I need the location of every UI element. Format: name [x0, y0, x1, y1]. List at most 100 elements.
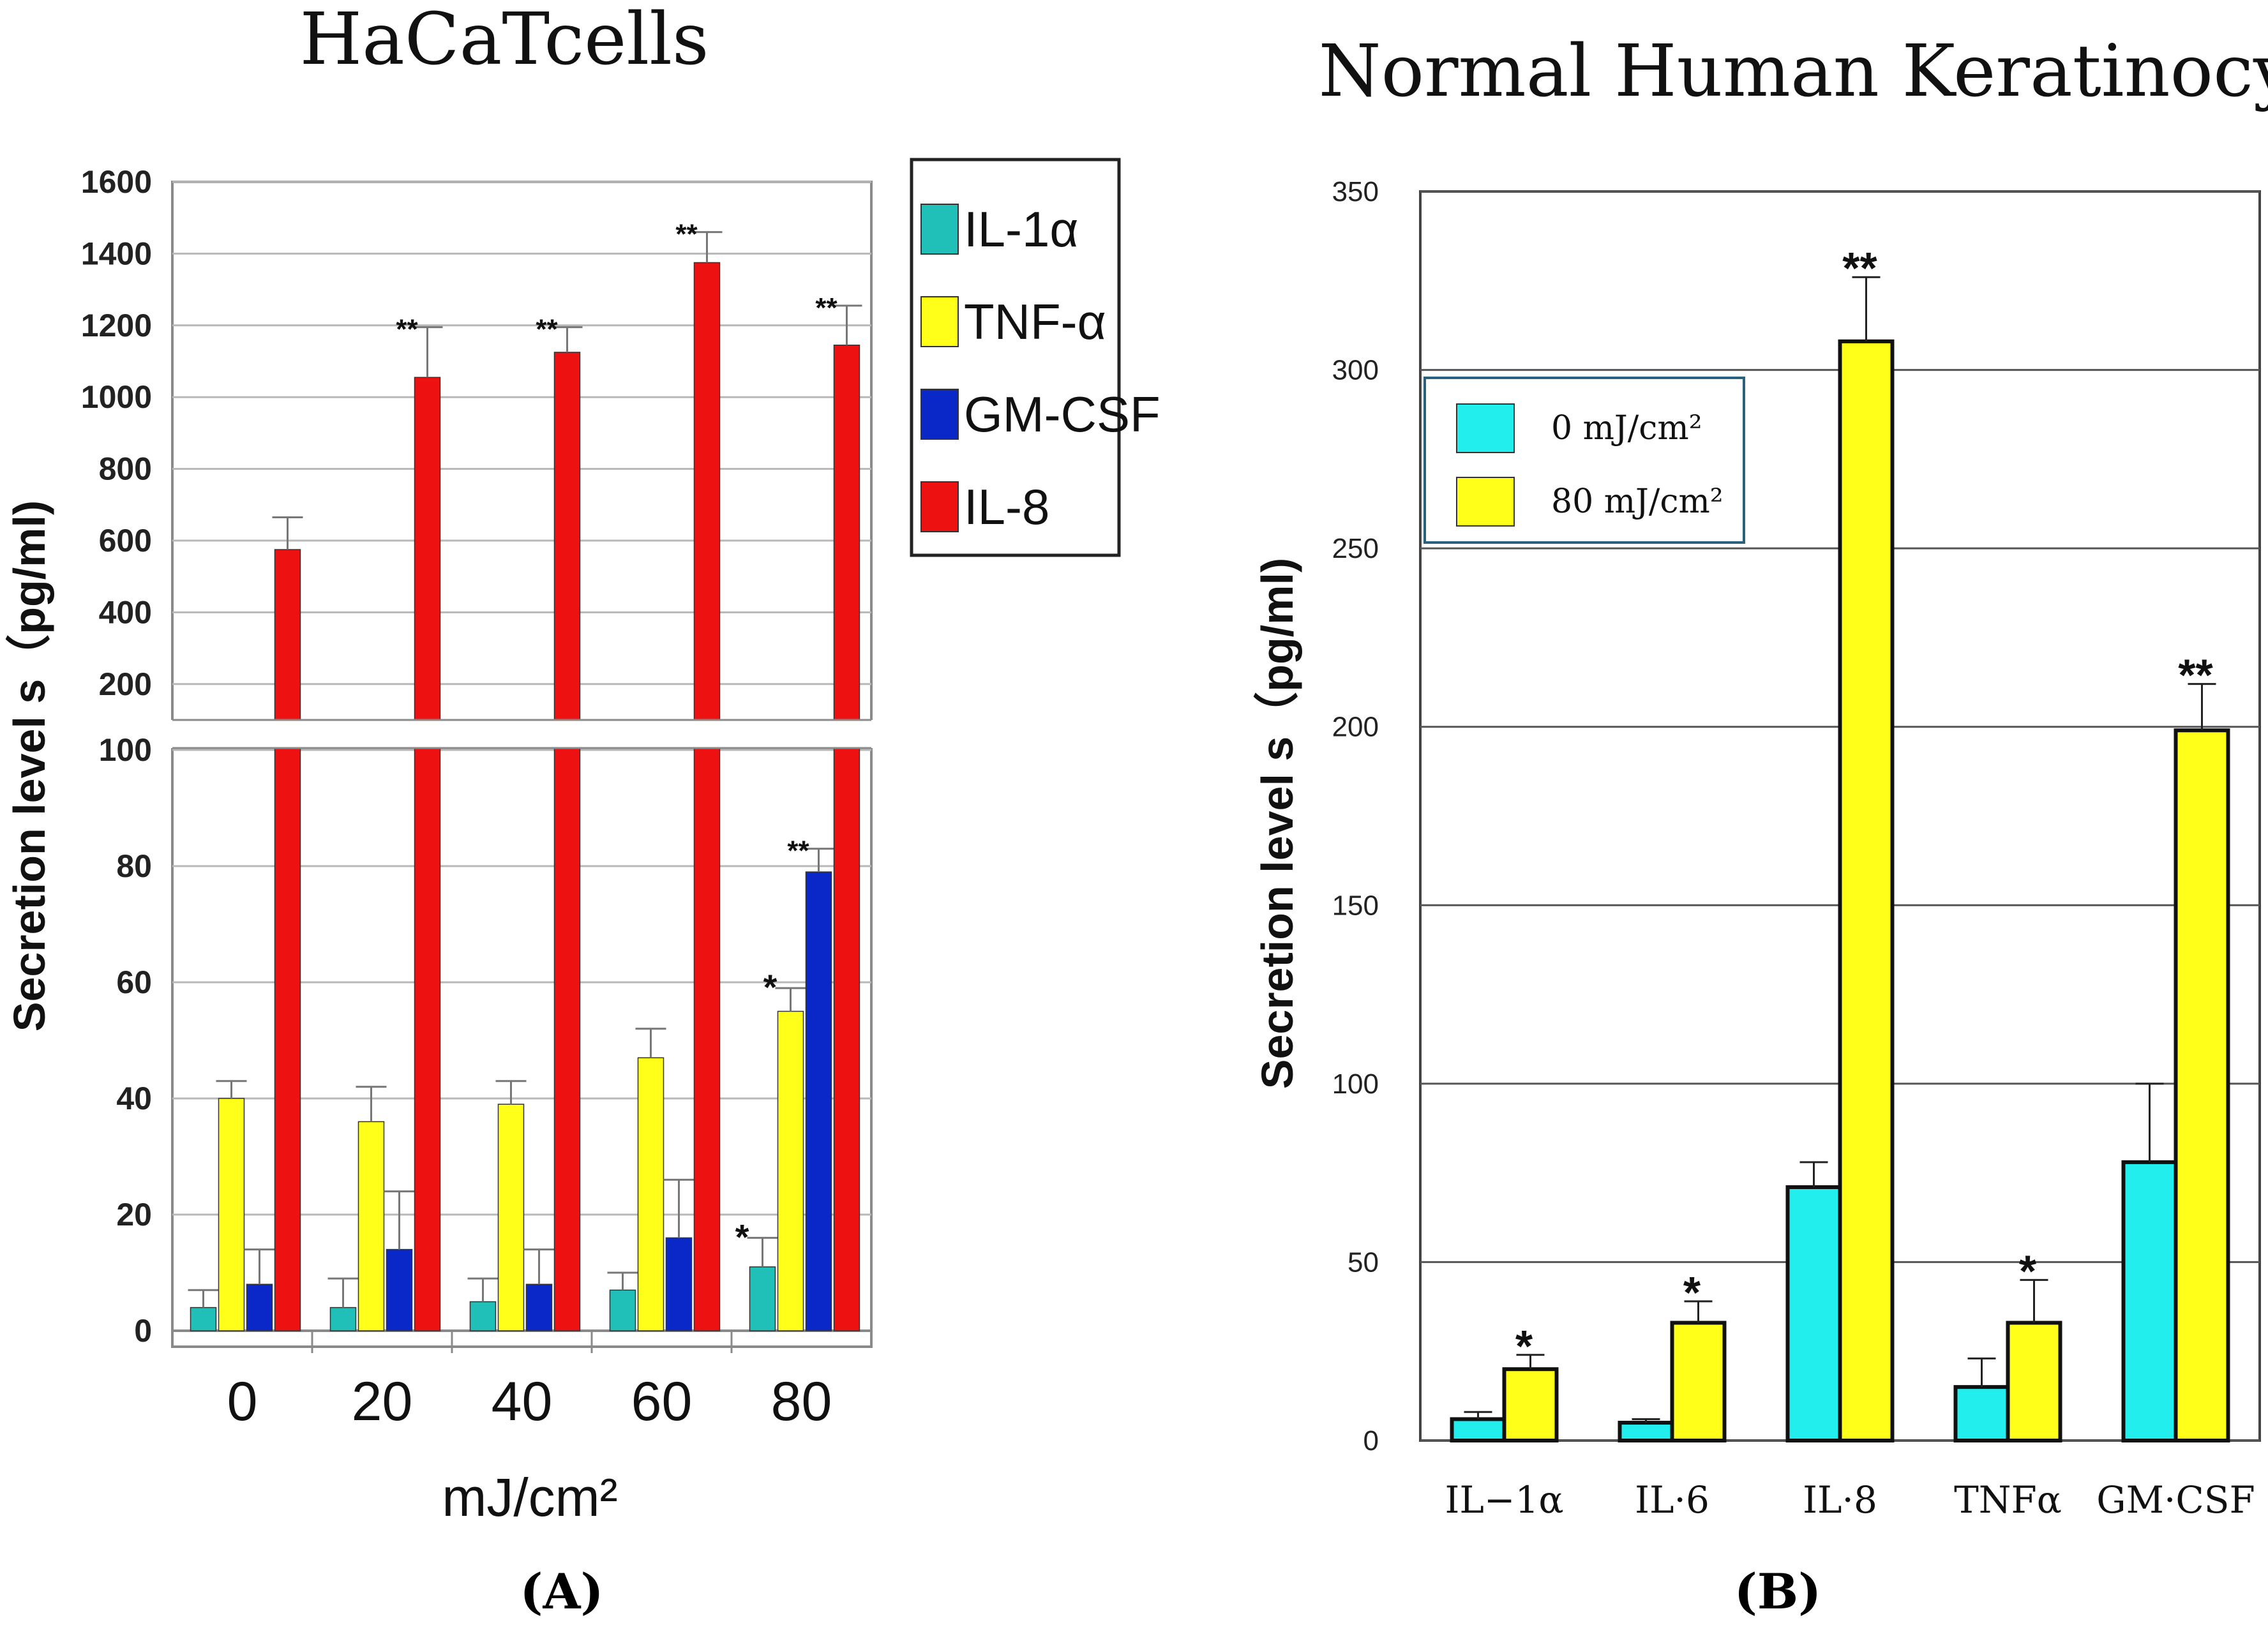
panel-a-bar-gm-csf	[665, 1237, 693, 1331]
panel-b-bar-80-mj	[1670, 1321, 1727, 1443]
panel-a-bar-il-8	[693, 262, 721, 1331]
panel-b-y-tick-label: 250	[1332, 533, 1379, 564]
panel-b-legend-swatch	[1456, 477, 1515, 527]
panel-b-significance-marker: *	[1515, 1321, 1533, 1371]
panel-a-x-tick-label: 20	[352, 1371, 413, 1432]
panel-a-significance-marker: **	[787, 835, 809, 867]
panel-a-bar-tnf-	[637, 1057, 665, 1331]
panel-a-significance-marker: **	[396, 314, 418, 345]
panel-b-significance-marker: **	[2178, 650, 2213, 700]
panel-a-y-tick-label: 60	[116, 964, 152, 1000]
panel-b-bar-0-mj	[1618, 1421, 1674, 1443]
panel-b-legend-label: 80 mJ/cm²	[1551, 483, 1724, 521]
panel-a-bar-gm-csf	[525, 1284, 553, 1331]
panel-a-label: (A)	[520, 1563, 604, 1620]
panel-b-y-ticks: 0 50 100 150 200 250 300 350	[1332, 176, 1379, 1457]
panel-b-title: Normal Human Keratinocyte	[1319, 30, 2268, 113]
panel-a-bar-il-8	[553, 352, 581, 1331]
panel-a-bar-il-8	[414, 377, 441, 1331]
panel-b-bars	[1450, 276, 2230, 1443]
panel-a-bar-il-8	[833, 344, 860, 1331]
panel-a-bar-tnf-	[218, 1098, 245, 1331]
panel-a-y-tick-label: 100	[99, 732, 152, 768]
panel-a-significance-marker: **	[675, 219, 698, 250]
panel-b-bar-80-mj	[2174, 728, 2230, 1442]
panel-b-significance: *******	[1515, 243, 2214, 1371]
panel-a-axis-break	[169, 720, 878, 748]
panel-b-significance-marker: *	[2019, 1246, 2037, 1296]
panel-b-y-tick-label: 150	[1332, 890, 1379, 921]
panel-a-y-tick-label: 1400	[81, 236, 152, 271]
panel-a-significance-marker: *	[763, 967, 777, 1007]
panel-a-bar-il-8	[274, 549, 301, 1331]
panel-b-x-tick-label: GM·CSF	[2096, 1478, 2255, 1522]
panel-b-bar-80-mj	[1838, 339, 1895, 1443]
panel-a-y-axis-label: Secretion level s（pg/ml)	[4, 500, 54, 1031]
panel-a-chart: HaCaTcells 02040608010020040060080010001…	[4, 0, 1160, 1620]
panel-b-chart: Normal Human Keratinocyte 0 50 100 150 200 25…	[1252, 30, 2268, 1620]
panel-a-y-ticks: 0 20 40 60 80 100 200 400 600 800 1000 1200 1400 1600	[81, 164, 152, 1349]
panel-a-legend-label: IL-1α	[964, 201, 1079, 257]
panel-b-label-letter: B	[1757, 1563, 1798, 1620]
panel-b-x-tick-label: IL·6	[1635, 1478, 1709, 1522]
panel-b-y-tick-label: 0	[1363, 1425, 1379, 1457]
panel-b-legend-label: 0 mJ/cm²	[1551, 409, 1702, 447]
panel-b-x-tick-label: TNFα	[1954, 1478, 2062, 1522]
panel-b-y-axis-label: Secretion level s（pg/ml)	[1252, 558, 1302, 1089]
panel-b-gridlines	[1420, 190, 2260, 1442]
panel-a-y-tick-label: 600	[99, 523, 152, 558]
panel-a-significance-marker: **	[536, 314, 558, 345]
panel-a-y-tick-label: 200	[99, 666, 152, 702]
panel-a-significance-marker: *	[735, 1217, 749, 1257]
panel-b-bar-80-mj	[2006, 1321, 2062, 1443]
panel-a-bar-il-1-	[609, 1289, 636, 1331]
panel-b-bar-0-mj	[1450, 1417, 1506, 1442]
panel-b-y-tick-label: 300	[1332, 355, 1379, 386]
panel-b-bar-0-mj	[2121, 1160, 2178, 1442]
panel-a-y-tick-label: 20	[116, 1197, 152, 1232]
panel-a-bars	[188, 231, 862, 1331]
panel-b-y-tick-label: 200	[1332, 712, 1379, 743]
panel-a-bar-gm-csf	[805, 871, 832, 1331]
panel-a-x-tick-label: 0	[227, 1371, 258, 1432]
panel-a-x-axis-label: mJ/cm²	[442, 1467, 617, 1527]
panel-b-significance-marker: **	[1842, 243, 1877, 293]
panel-b-y-tick-label: 350	[1332, 176, 1379, 207]
panel-a-legend-swatch	[920, 204, 959, 255]
panel-a-legend-label: TNF-α	[964, 294, 1106, 350]
panel-a-y-tick-label: 1000	[81, 379, 152, 415]
panel-a-x-tick-label: 40	[492, 1371, 553, 1432]
panel-b-y-tick-label: 100	[1332, 1068, 1379, 1100]
panel-b-x-tick-label: IL−1α	[1445, 1478, 1563, 1522]
panel-a-y-tick-label: 1200	[81, 308, 152, 343]
panel-b-legend: 0 mJ/cm² 80 mJ/cm²	[1456, 403, 1724, 527]
panel-a-legend-label: IL-8	[964, 479, 1049, 535]
panel-a-legend: IL-1α TNF-α GM-CSF IL-8	[920, 201, 1160, 535]
panel-b-bar-0-mj	[1953, 1385, 2010, 1443]
panel-b-x-tick-label: IL·8	[1803, 1478, 1877, 1522]
panel-a-bar-gm-csf	[386, 1248, 413, 1331]
panel-a-x-tick-label: 60	[631, 1371, 693, 1432]
panel-a-bar-il-1-	[749, 1266, 776, 1331]
panel-b-bar-0-mj	[1785, 1185, 1842, 1442]
panel-a-bar-il-1-	[329, 1307, 357, 1331]
panel-a-bar-gm-csf	[246, 1284, 273, 1331]
panel-a-legend-swatch	[920, 296, 959, 347]
panel-a-significance: ** **********	[396, 219, 837, 1257]
panel-a-x-ticks: 0 20 40 60 80	[227, 1371, 832, 1432]
panel-b-label: (B)	[1734, 1563, 1821, 1620]
panel-b-significance-marker: *	[1683, 1268, 1701, 1317]
panel-a-label-letter: A	[543, 1563, 582, 1620]
panel-a-y-tick-label: 1600	[81, 164, 152, 200]
panel-a-bar-tnf-	[777, 1010, 804, 1331]
panel-a-y-tick-label: 40	[116, 1081, 152, 1116]
panel-b-y-tick-label: 50	[1348, 1247, 1379, 1278]
panel-a-legend-label: GM-CSF	[964, 386, 1160, 442]
panel-a-bar-tnf-	[497, 1104, 525, 1331]
panel-a-bar-il-1-	[190, 1307, 217, 1331]
panel-a-significance-marker: **	[815, 292, 837, 324]
panel-a-y-tick-label: 800	[99, 451, 152, 487]
panel-a-title: HaCaTcells	[299, 0, 709, 81]
panel-b-legend-swatch	[1456, 403, 1515, 453]
